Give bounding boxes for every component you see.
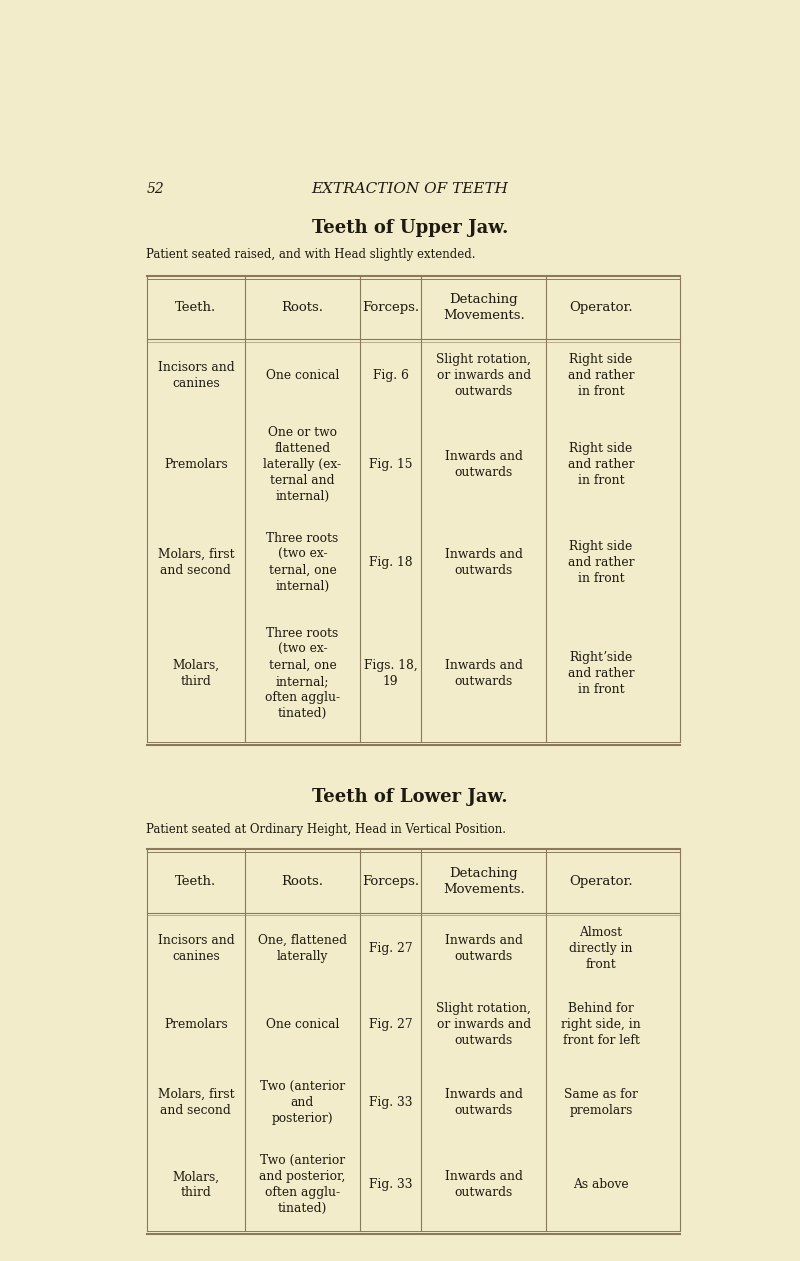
Text: Teeth of Upper Jaw.: Teeth of Upper Jaw. bbox=[312, 219, 508, 237]
Text: Patient seated raised, and with Head slightly extended.: Patient seated raised, and with Head sli… bbox=[146, 248, 476, 261]
Text: Roots.: Roots. bbox=[282, 875, 323, 888]
Text: Slight rotation,
or inwards and
outwards: Slight rotation, or inwards and outwards bbox=[436, 1002, 531, 1047]
Text: Fig. 15: Fig. 15 bbox=[369, 459, 412, 472]
Text: Fig. 27: Fig. 27 bbox=[369, 1018, 412, 1031]
Text: Rightʼside
and rather
in front: Rightʼside and rather in front bbox=[568, 651, 634, 696]
Text: Inwards and
outwards: Inwards and outwards bbox=[445, 547, 522, 576]
Text: Almost
directly in
front: Almost directly in front bbox=[570, 926, 633, 971]
Text: Two (anterior
and
posterior): Two (anterior and posterior) bbox=[260, 1079, 345, 1125]
Text: Right side
and rather
in front: Right side and rather in front bbox=[568, 443, 634, 488]
Text: Same as for
premolars: Same as for premolars bbox=[564, 1088, 638, 1117]
Text: Forceps.: Forceps. bbox=[362, 300, 419, 314]
Text: Inwards and
outwards: Inwards and outwards bbox=[445, 933, 522, 962]
Text: Inwards and
outwards: Inwards and outwards bbox=[445, 660, 522, 689]
Text: Three roots
(two ex-
ternal, one
internal): Three roots (two ex- ternal, one interna… bbox=[266, 532, 338, 593]
Text: Fig. 33: Fig. 33 bbox=[369, 1179, 412, 1192]
Text: Behind for
right side, in
front for left: Behind for right side, in front for left bbox=[561, 1002, 641, 1047]
Text: One conical: One conical bbox=[266, 368, 339, 382]
Text: As above: As above bbox=[574, 1179, 629, 1192]
Text: Teeth.: Teeth. bbox=[175, 300, 217, 314]
Text: Forceps.: Forceps. bbox=[362, 875, 419, 888]
Text: Molars, first
and second: Molars, first and second bbox=[158, 547, 234, 576]
Text: Teeth.: Teeth. bbox=[175, 875, 217, 888]
Text: One or two
flattened
laterally (ex-
ternal and
internal): One or two flattened laterally (ex- tern… bbox=[263, 426, 342, 503]
Text: Inwards and
outwards: Inwards and outwards bbox=[445, 450, 522, 479]
Text: EXTRACTION OF TEETH: EXTRACTION OF TEETH bbox=[311, 183, 509, 197]
Text: Figs. 18,
19: Figs. 18, 19 bbox=[363, 660, 418, 689]
Text: Incisors and
canines: Incisors and canines bbox=[158, 933, 234, 962]
Text: Fig. 33: Fig. 33 bbox=[369, 1096, 412, 1108]
Text: Molars, first
and second: Molars, first and second bbox=[158, 1088, 234, 1117]
Text: Detaching
Movements.: Detaching Movements. bbox=[443, 293, 525, 322]
Text: Two (anterior
and posterior,
often agglu-
tinated): Two (anterior and posterior, often agglu… bbox=[259, 1154, 346, 1216]
Text: Detaching
Movements.: Detaching Movements. bbox=[443, 866, 525, 895]
Text: Molars,
third: Molars, third bbox=[172, 1170, 219, 1199]
Text: Inwards and
outwards: Inwards and outwards bbox=[445, 1088, 522, 1117]
Text: Fig. 27: Fig. 27 bbox=[369, 942, 412, 955]
Text: Operator.: Operator. bbox=[570, 300, 633, 314]
Text: Inwards and
outwards: Inwards and outwards bbox=[445, 1170, 522, 1199]
Text: Operator.: Operator. bbox=[570, 875, 633, 888]
Text: Molars,
third: Molars, third bbox=[172, 660, 219, 689]
Text: Three roots
(two ex-
ternal, one
internal;
often agglu-
tinated): Three roots (two ex- ternal, one interna… bbox=[265, 627, 340, 720]
Text: Slight rotation,
or inwards and
outwards: Slight rotation, or inwards and outwards bbox=[436, 353, 531, 397]
Text: Roots.: Roots. bbox=[282, 300, 323, 314]
Text: One conical: One conical bbox=[266, 1018, 339, 1031]
Text: Right side
and rather
in front: Right side and rather in front bbox=[568, 540, 634, 585]
Text: Patient seated at Ordinary Height, Head in Vertical Position.: Patient seated at Ordinary Height, Head … bbox=[146, 823, 506, 836]
Text: Fig. 18: Fig. 18 bbox=[369, 556, 412, 569]
Text: Fig. 6: Fig. 6 bbox=[373, 368, 408, 382]
Text: Teeth of Lower Jaw.: Teeth of Lower Jaw. bbox=[312, 788, 508, 806]
Text: Incisors and
canines: Incisors and canines bbox=[158, 361, 234, 390]
Text: 52: 52 bbox=[146, 183, 164, 197]
Text: Right side
and rather
in front: Right side and rather in front bbox=[568, 353, 634, 397]
Text: Premolars: Premolars bbox=[164, 1018, 228, 1031]
Text: One, flattened
laterally: One, flattened laterally bbox=[258, 933, 347, 962]
Text: Premolars: Premolars bbox=[164, 459, 228, 472]
